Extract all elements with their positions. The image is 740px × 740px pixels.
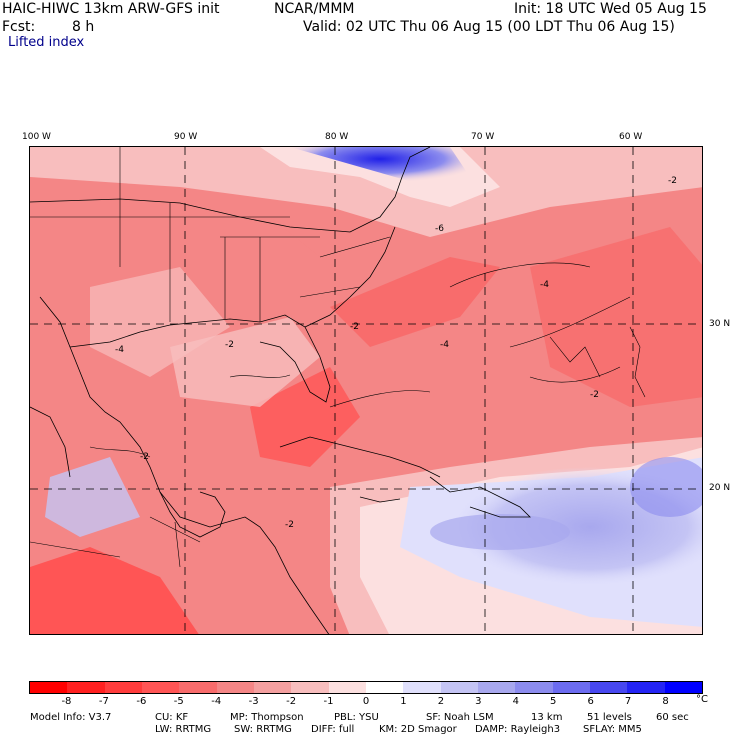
colorbar-tick-label: -2: [286, 696, 297, 707]
contour-label: -4: [440, 340, 449, 350]
colorbar-swatch: [141, 682, 180, 693]
colorbar-tick-label: 3: [475, 696, 482, 707]
forecast-label: Fcst:: [2, 19, 36, 35]
colorbar-swatch: [664, 682, 702, 693]
colorbar-swatch: [291, 682, 329, 693]
colorbar-swatch: [589, 682, 628, 693]
lat-label-30n: 30 N: [709, 319, 731, 329]
colorbar-swatch: [440, 682, 478, 693]
colorbar-tick-label: 5: [550, 696, 557, 707]
init-time: Init: 18 UTC Wed 05 Aug 15: [514, 1, 707, 17]
contour-label: -2: [225, 340, 234, 350]
colorbar-tick-label: 2: [437, 696, 445, 707]
colorbar-tick-label: 8: [662, 696, 669, 707]
contour-label: -2: [668, 176, 677, 186]
model-title: HAIC-HIWC 13km ARW-GFS init: [2, 1, 220, 17]
colorbar-tick-label: 7: [624, 696, 632, 707]
valid-time: Valid: 02 UTC Thu 06 Aug 15 (00 LDT Thu …: [303, 19, 675, 35]
colorbar: [29, 681, 703, 694]
contour-label: -2: [140, 452, 149, 462]
map-canvas: -2 -4 -6 -2 -4 -2 -2 -4 -2 -2: [30, 147, 702, 634]
colorbar-tick-label: -7: [98, 696, 109, 707]
lon-label-90w: 90 W: [174, 132, 198, 142]
colorbar-swatch: [67, 682, 105, 693]
colorbar-tick-label: 0: [362, 696, 370, 707]
damping: DAMP: Rayleigh3: [475, 724, 561, 735]
contour-label: -2: [285, 520, 294, 530]
microphysics-scheme: MP: Thompson: [230, 712, 304, 723]
colorbar-swatch: [30, 682, 68, 693]
lon-label-100w: 100 W: [22, 132, 51, 142]
colorbar-swatch: [179, 682, 217, 693]
colorbar-tick-label: 6: [587, 696, 594, 707]
lat-label-20n: 20 N: [709, 483, 731, 493]
colorbar-swatch: [515, 682, 553, 693]
colorbar-swatch: [627, 682, 665, 693]
colorbar-swatch: [216, 682, 254, 693]
colorbar-tick-label: -4: [211, 696, 222, 707]
cumulus-scheme: CU: KF: [155, 712, 189, 723]
diffusion: DIFF: full: [311, 724, 355, 735]
colorbar-swatch: [477, 682, 516, 693]
pbl-scheme: PBL: YSU: [334, 712, 379, 723]
colorbar-unit: °C: [696, 694, 708, 705]
surface-layer: SFLAY: MM5: [583, 724, 642, 735]
colorbar-swatch: [104, 682, 142, 693]
field-name: Lifted index: [8, 35, 85, 50]
colorbar-tick-label: -6: [136, 696, 147, 707]
contour-label: -2: [590, 390, 599, 400]
km-option: KM: 2D Smagor: [379, 724, 457, 735]
forecast-hour: 8 h: [72, 19, 95, 35]
colorbar-swatch: [552, 682, 590, 693]
colorbar-tick-label: -8: [61, 696, 72, 707]
contour-label: -6: [435, 224, 444, 234]
lifted-index-map: -2 -4 -6 -2 -4 -2 -2 -4 -2 -2: [29, 146, 703, 635]
surface-scheme: SF: Noah LSM: [426, 712, 494, 723]
lon-label-60w: 60 W: [619, 132, 643, 142]
levels: 51 levels: [587, 712, 632, 723]
colorbar-tick-label: 1: [400, 696, 407, 707]
colorbar-swatch: [365, 682, 404, 693]
longwave-scheme: LW: RRTMG: [155, 724, 212, 735]
org-label: NCAR/MMM: [274, 1, 355, 17]
lon-label-70w: 70 W: [471, 132, 495, 142]
colorbar-tick-label: -5: [173, 696, 184, 707]
contour-label: -4: [540, 280, 549, 290]
colorbar-swatch: [253, 682, 292, 693]
contour-label: -2: [350, 322, 359, 332]
colorbar-tick-label: -1: [323, 696, 334, 707]
shortwave-scheme: SW: RRTMG: [234, 724, 292, 735]
colorbar-swatch: [328, 682, 366, 693]
timestep: 60 sec: [656, 712, 689, 723]
colorbar-tick-label: -3: [248, 696, 259, 707]
colorbar-tick-label: 4: [512, 696, 519, 707]
lon-label-80w: 80 W: [325, 132, 349, 142]
contour-label: -4: [115, 345, 124, 355]
colorbar-swatch: [403, 682, 441, 693]
resolution: 13 km: [531, 712, 563, 723]
model-version: Model Info: V3.7: [30, 712, 112, 723]
